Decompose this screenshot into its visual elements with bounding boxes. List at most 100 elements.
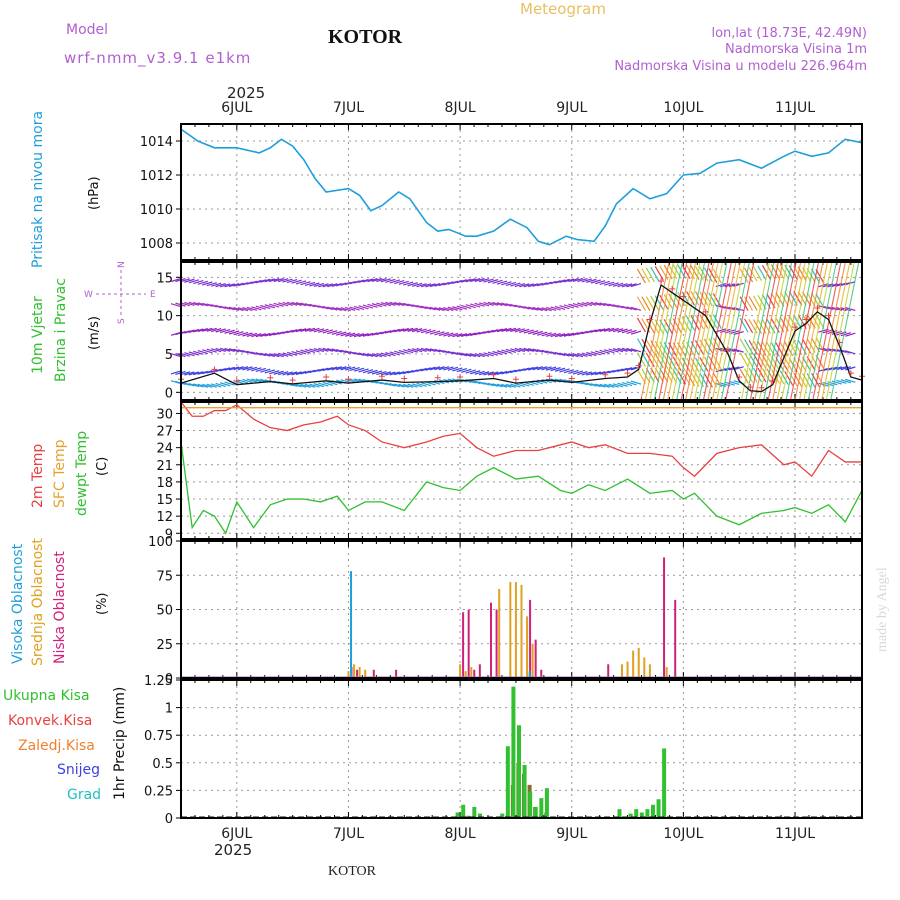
wind-barb <box>487 329 499 334</box>
wind-barb <box>398 327 409 333</box>
panel-frame <box>180 679 863 819</box>
wind-barb <box>295 302 307 307</box>
wind-barb <box>336 282 347 287</box>
wind-barb <box>251 367 262 372</box>
wind-barb <box>188 279 200 284</box>
bar-visoka-oblacnost <box>528 671 531 678</box>
wind-barb <box>739 368 749 384</box>
wind-barb <box>438 366 450 371</box>
wind-barb <box>443 332 454 337</box>
wind-barb <box>367 278 378 283</box>
wind-barb <box>273 302 284 307</box>
bar-ukupna-kisa <box>656 799 661 818</box>
wind-barb <box>645 267 655 283</box>
bar-niska-oblacnost <box>607 664 610 678</box>
wind-barb <box>528 348 539 353</box>
wind-barb <box>385 382 396 387</box>
wind-barb <box>672 292 682 308</box>
wind-barb <box>519 328 530 333</box>
wind-barb <box>389 301 400 306</box>
wind-barb <box>398 370 409 375</box>
bar-srednja-oblacnost <box>648 664 651 678</box>
wind-barb <box>636 317 646 333</box>
wind-barb <box>545 306 557 311</box>
gust-marker <box>803 316 810 323</box>
wind-barb <box>626 347 637 353</box>
wind-barb <box>545 366 557 371</box>
wind-barb <box>286 329 298 334</box>
wind-barb <box>590 301 601 306</box>
bar-niska-oblacnost <box>663 557 666 678</box>
wind-barb <box>420 305 432 310</box>
wind-barb <box>608 348 619 353</box>
wind-barb <box>327 306 338 311</box>
wind-barb <box>514 382 526 388</box>
gust-marker <box>602 371 609 378</box>
wind-barb <box>349 332 360 338</box>
storm-hatch <box>649 261 679 401</box>
wind-barb <box>215 382 226 387</box>
wind-barb <box>672 356 682 372</box>
wind-barb <box>757 265 767 281</box>
top-day-labels: 6JUL 7JUL 8JUL 9JUL 10JUL 11JUL <box>221 100 815 116</box>
storm-hatch <box>794 261 824 401</box>
wind-barb <box>420 347 432 352</box>
wind-barb <box>251 333 262 338</box>
wind-barb <box>336 348 347 354</box>
wind-barb <box>699 357 709 372</box>
wind-barb <box>349 306 360 311</box>
wind-barb <box>286 301 298 306</box>
wind-barb <box>358 278 369 284</box>
model-name: wrf-nmm_v3.9.1 e1km <box>64 49 251 68</box>
wind-barb <box>313 383 325 388</box>
wind-barb <box>367 332 378 337</box>
gust-marker <box>401 375 408 382</box>
wind-barb <box>690 265 700 280</box>
wind-barb <box>793 372 803 388</box>
wind-barb <box>599 383 610 388</box>
wind-barb <box>202 327 213 332</box>
wind-barb <box>309 282 320 287</box>
wind-barb <box>590 328 601 333</box>
wind-barb <box>715 347 726 353</box>
wind-barb <box>659 354 669 369</box>
wind-barb <box>708 314 718 329</box>
wind-barb <box>690 291 700 306</box>
temp-title-3: dewpt Temp <box>74 431 90 516</box>
wind-title-2: Brzina i Pravac <box>53 278 69 382</box>
wind-barb <box>659 294 669 310</box>
wind-barb <box>621 367 633 372</box>
wind-barb <box>630 380 642 385</box>
wind-barb <box>603 281 615 286</box>
panel-frame <box>180 401 863 540</box>
wind-barb <box>184 278 195 283</box>
wind-barb <box>501 349 512 354</box>
bar-ukupna-kisa <box>662 748 667 818</box>
wind-barb <box>501 281 512 286</box>
wind-barb <box>686 357 696 373</box>
wind-barb <box>626 381 637 386</box>
bar-srednja-oblacnost <box>509 582 512 678</box>
wind-barb <box>242 307 253 312</box>
wind-barb <box>510 282 521 287</box>
wind-barb <box>753 266 763 281</box>
wind-barb <box>699 314 709 329</box>
wind-barb <box>621 305 633 310</box>
storm-hatch <box>658 261 688 401</box>
wind-barb <box>554 333 566 338</box>
wind-barb <box>572 353 584 358</box>
wind-barb <box>699 339 709 354</box>
wind-barb <box>822 381 834 387</box>
wind-barb <box>394 301 405 307</box>
y-tick-label: 1010 <box>140 203 173 218</box>
storm-hatch <box>821 261 851 401</box>
wind-barb <box>581 371 593 376</box>
wind-barb <box>603 383 615 388</box>
gust-marker <box>736 374 743 380</box>
wind-barb <box>496 280 508 285</box>
wind-barb <box>599 302 610 307</box>
wind-barb <box>586 351 597 357</box>
wind-barb <box>327 348 338 353</box>
wind-barb <box>537 282 548 287</box>
bar-ukupna-kisa <box>477 813 482 818</box>
